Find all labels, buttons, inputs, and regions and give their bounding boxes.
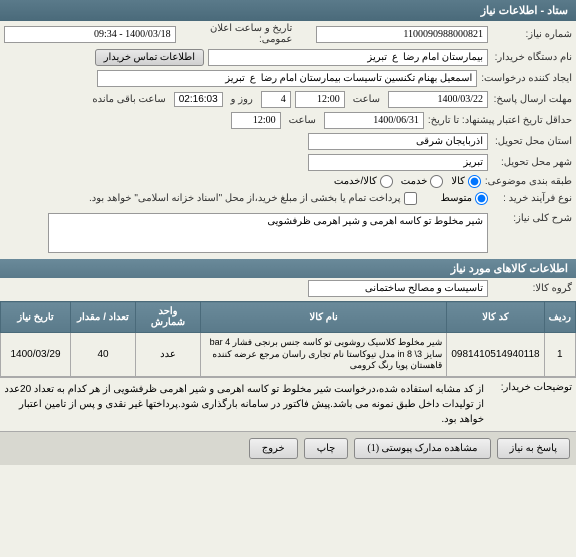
deadline-label: مهلت ارسال پاسخ: [492, 94, 572, 105]
creator-input[interactable] [97, 70, 477, 87]
exit-button[interactable]: خروج [249, 438, 298, 459]
credit-label: حداقل تاریخ اعتبار پیشنهاد: تا تاریخ: [428, 115, 572, 126]
desc-label: شرح کلی نیاز: [492, 213, 572, 224]
day-count-input[interactable] [261, 91, 291, 108]
buyer-label: نام دستگاه خریدار: [492, 52, 572, 63]
goods-table: ردیف کد کالا نام کالا واحد شمارش تعداد /… [0, 301, 576, 377]
announce-date-label: تاریخ و ساعت اعلان عمومی: [180, 23, 293, 45]
process-radio-group: متوسط [441, 192, 488, 205]
th-row: ردیف [544, 302, 575, 333]
day-label: روز و [231, 94, 253, 105]
td-qty: 40 [71, 333, 136, 377]
table-row[interactable]: 1 0981410514940118 شیر مخلوط کلاسیک روشو… [1, 333, 576, 377]
buyer-notes-label: توضیحات خریدار: [492, 382, 572, 427]
goods-section-header: اطلاعات کالاهای مورد نیاز [0, 259, 576, 278]
province-input[interactable] [308, 133, 488, 150]
medium-radio-text: متوسط [441, 193, 472, 204]
deadline-date-input[interactable] [388, 91, 488, 108]
medium-radio[interactable] [475, 192, 488, 205]
td-date: 1400/03/29 [1, 333, 71, 377]
city-label: شهر محل تحویل: [492, 157, 572, 168]
hour-label-2: ساعت [289, 115, 316, 126]
td-name: شیر مخلوط کلاسیک روشویی تو کاسه جنس برنج… [201, 333, 447, 377]
credit-date-input[interactable] [324, 112, 424, 129]
goods-service-radio[interactable] [380, 175, 393, 188]
th-code: کد کالا [447, 302, 544, 333]
creator-label: ایجاد کننده درخواست: [481, 73, 572, 84]
remaining-label: ساعت باقی مانده [92, 94, 165, 105]
buyer-input[interactable] [208, 49, 488, 66]
contact-buyer-button[interactable]: اطلاعات تماس خریدار [95, 49, 204, 66]
td-row: 1 [544, 333, 575, 377]
buyer-notes-text: از کد مشابه استفاده شده،درخواست شیر مخلو… [4, 382, 484, 427]
th-unit: واحد شمارش [136, 302, 201, 333]
process-label: نوع فرآیند خرید : [492, 193, 572, 204]
medium-radio-label[interactable]: متوسط [441, 192, 488, 205]
attachments-button[interactable]: مشاهده مدارک پیوستی (1) [354, 438, 490, 459]
td-unit: عدد [136, 333, 201, 377]
print-button[interactable]: چاپ [304, 438, 349, 459]
payment-checkbox[interactable] [404, 192, 417, 205]
group-input[interactable] [308, 280, 488, 297]
main-header: ستاد - اطلاعات نیاز [0, 0, 576, 21]
td-code: 0981410514940118 [447, 333, 544, 377]
announce-date-input[interactable] [4, 26, 176, 43]
service-radio-label[interactable]: خدمت [401, 175, 444, 188]
group-label: گروه کالا: [492, 283, 572, 294]
goods-radio-text: کالا [451, 176, 465, 187]
time-remaining-box: 02:16:03 [174, 92, 223, 107]
need-number-label: شماره نیاز: [492, 29, 572, 40]
credit-hour-input[interactable] [231, 112, 281, 129]
th-qty: تعداد / مقدار [71, 302, 136, 333]
service-radio-text: خدمت [401, 176, 428, 187]
payment-checkbox-label[interactable]: پرداخت تمام یا بخشی از مبلغ خرید،از محل … [89, 192, 417, 205]
th-name: نام کالا [201, 302, 447, 333]
goods-service-radio-text: کالا/خدمت [334, 176, 377, 187]
respond-button[interactable]: پاسخ به نیاز [497, 438, 571, 459]
city-input[interactable] [308, 154, 488, 171]
need-number-input[interactable] [316, 26, 488, 43]
goods-service-radio-label[interactable]: کالا/خدمت [334, 175, 393, 188]
province-label: استان محل تحویل: [492, 136, 572, 147]
desc-textarea[interactable] [48, 213, 488, 253]
goods-radio[interactable] [468, 175, 481, 188]
goods-radio-label[interactable]: کالا [451, 175, 481, 188]
hour-label-1: ساعت [353, 94, 380, 105]
service-radio[interactable] [430, 175, 443, 188]
package-radio-group: کالا خدمت کالا/خدمت [334, 175, 481, 188]
package-label: طبقه بندی موضوعی: [485, 176, 572, 187]
deadline-hour-input[interactable] [295, 91, 345, 108]
th-date: تاریخ نیاز [1, 302, 71, 333]
payment-note: پرداخت تمام یا بخشی از مبلغ خرید،از محل … [89, 193, 401, 204]
